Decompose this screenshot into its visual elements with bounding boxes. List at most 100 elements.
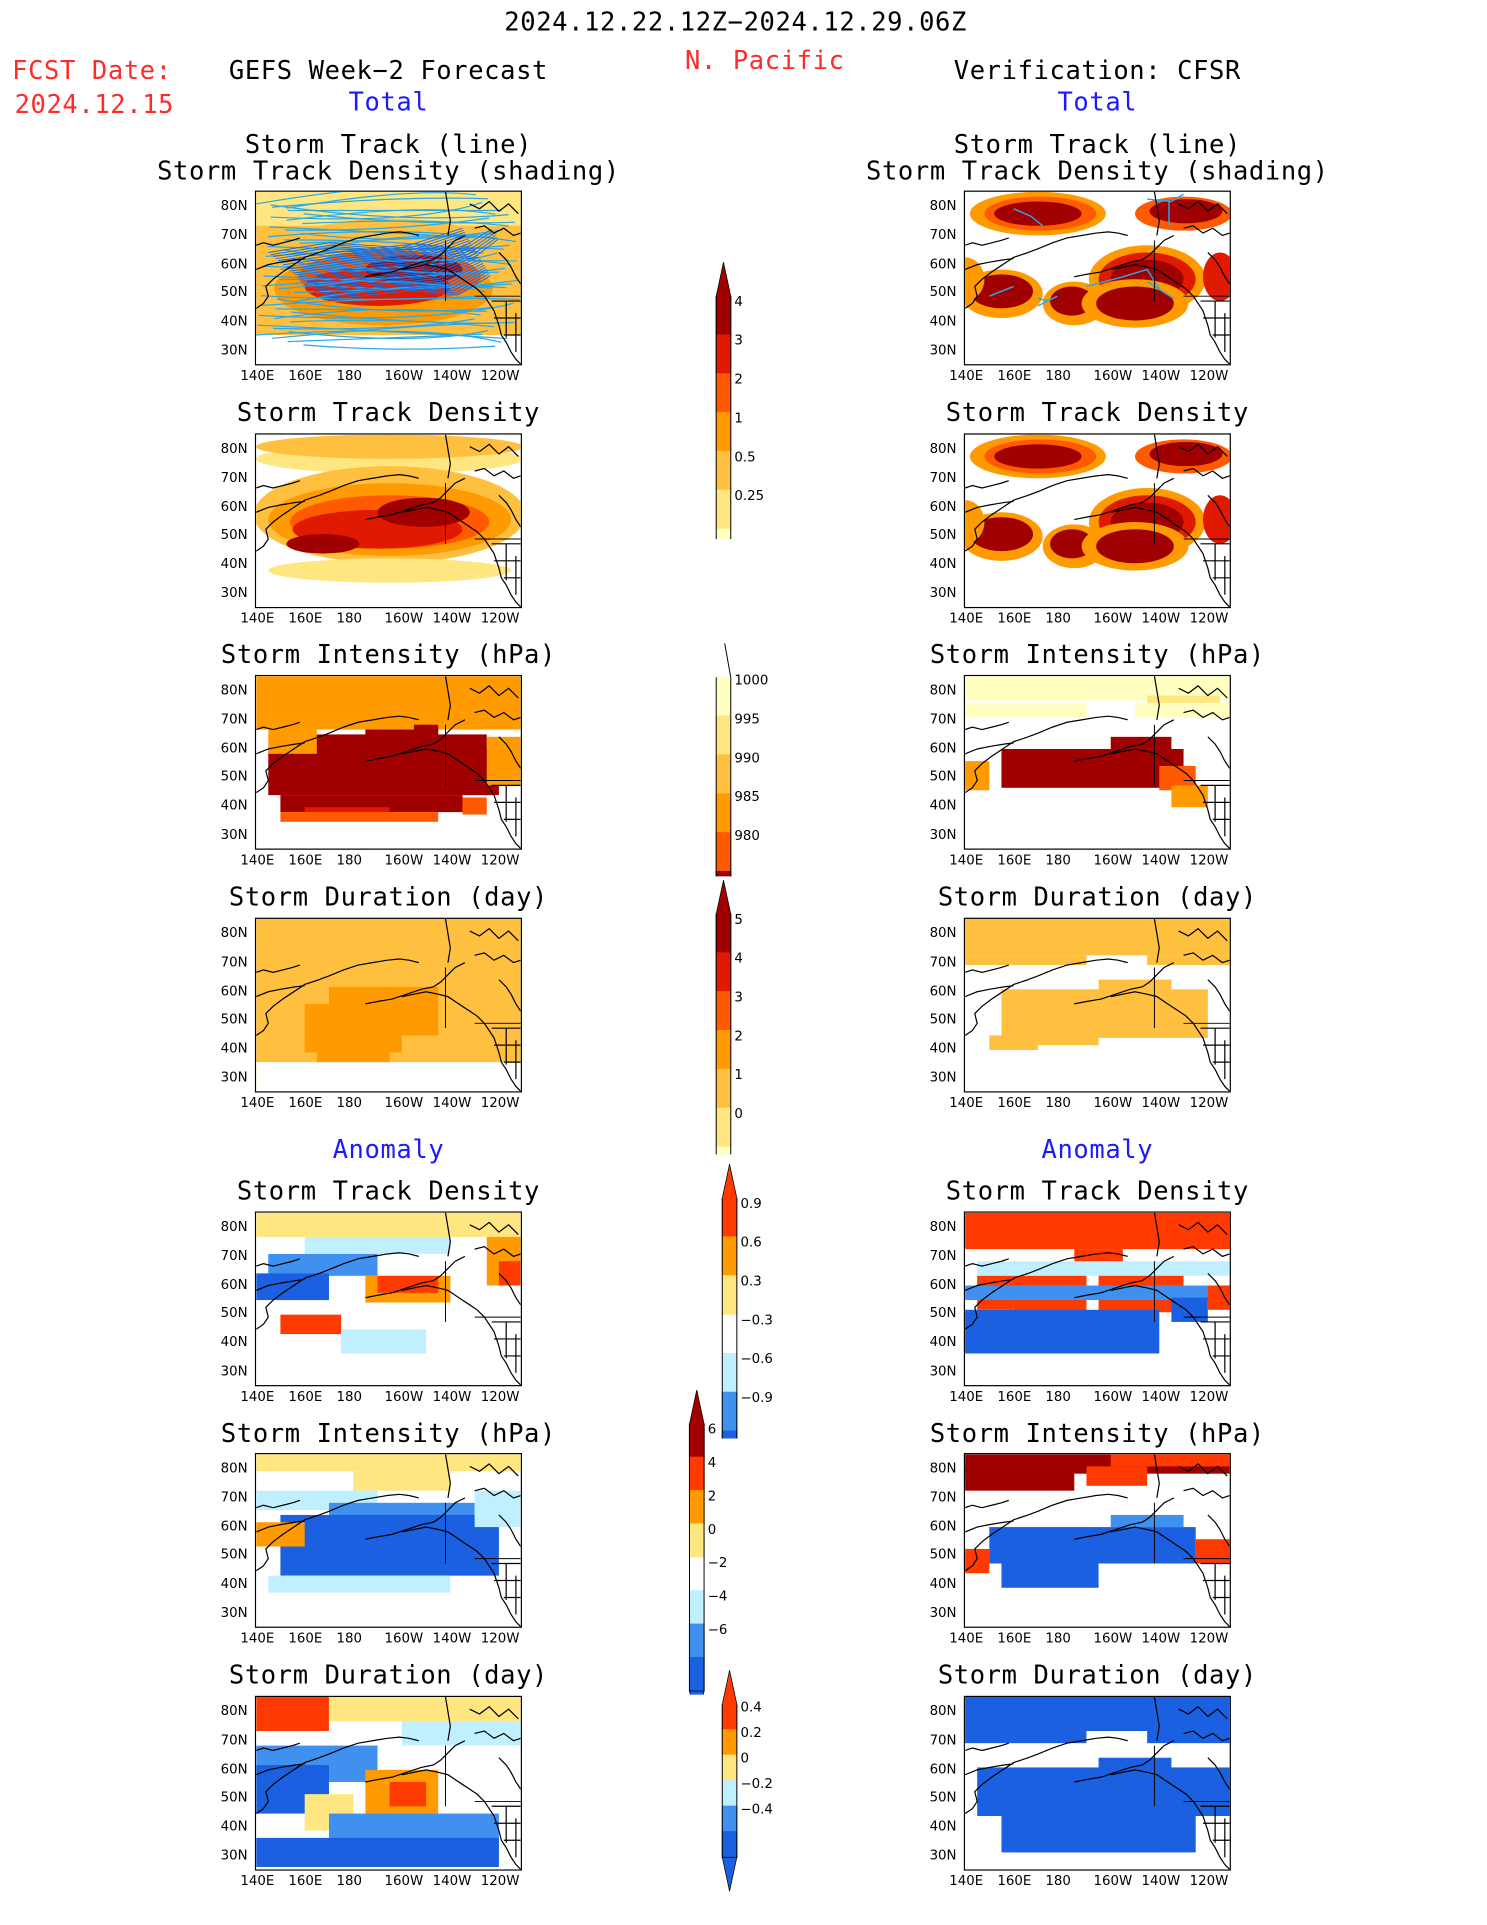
lon-tick-label: 120W (1189, 1388, 1229, 1405)
left-track-title-1: Storm Track (line) (244, 129, 533, 160)
lat-tick-label: 50N (929, 1789, 957, 1806)
colorbar-tick-label: 6 (708, 1423, 717, 1438)
lat-tick-label: 70N (929, 711, 957, 727)
right-intensity-title: Storm Intensity (hPa) (929, 639, 1265, 669)
lon-tick-label: 160E (288, 1630, 323, 1647)
colorbar-tick-label: 1000 (734, 674, 768, 689)
map-left-anom-intensity (254, 1453, 522, 1628)
lat-tick-label: 40N (929, 1575, 957, 1592)
lat-tick-label: 30N (220, 1363, 248, 1379)
lat-tick-label: 70N (929, 469, 957, 486)
lon-tick-label: 180 (336, 1094, 362, 1111)
lat-tick-label: 60N (220, 1760, 248, 1777)
lon-tick-label: 140W (1141, 1094, 1181, 1111)
lat-tick-label: 60N (220, 498, 248, 515)
region-title: N. Pacific (684, 46, 845, 76)
lon-tick-label: 140E (949, 1094, 984, 1111)
lat-tick-label: 50N (929, 768, 957, 785)
lat-tick-label: 70N (220, 1247, 248, 1264)
lat-tick-label: 60N (220, 1518, 248, 1534)
lon-tick-label: 180 (336, 1873, 362, 1889)
lon-tick-label: 180 (1045, 852, 1071, 868)
lat-tick-label: 60N (929, 739, 957, 756)
map-left-density (254, 433, 522, 609)
colorbar-tick-label: 0.4 (740, 1701, 761, 1716)
lat-tick-label: 60N (929, 982, 957, 999)
lat-tick-label: 70N (220, 953, 248, 970)
lon-tick-label: 160E (288, 1873, 323, 1889)
lon-tick-label: 160W (1093, 1873, 1133, 1889)
lon-tick-label: 180 (336, 367, 362, 384)
colorbar-intensity-total: 1000 995 990 985 980 (715, 643, 768, 877)
lon-tick-label: 160E (997, 852, 1032, 868)
lat-tick-label: 70N (929, 1489, 957, 1505)
left-anomaly-label: Anomaly (332, 1134, 445, 1165)
colorbar-tick-label: 0.6 (740, 1236, 761, 1251)
lon-tick-label: 140E (949, 1873, 984, 1889)
right-column-title: Verification: CFSR (953, 55, 1241, 85)
lon-tick-label: 140E (240, 610, 275, 627)
lon-tick-label: 160E (997, 1873, 1032, 1889)
lon-tick-label: 160W (384, 1873, 424, 1889)
lat-tick-label: 40N (929, 313, 957, 330)
colorbar-tick-label: 990 (734, 751, 759, 766)
lon-tick-label: 140E (240, 367, 275, 384)
lon-tick-label: 160W (1093, 852, 1133, 868)
lat-tick-label: 50N (929, 1305, 957, 1322)
lon-tick-label: 140E (949, 610, 984, 627)
lat-tick-label: 40N (929, 797, 957, 814)
colorbar-duration-total: 5 4 3 2 1 0 (715, 880, 743, 1155)
lon-tick-label: 160E (997, 1630, 1032, 1647)
right-total-label: Total (1057, 87, 1138, 117)
lat-tick-label: 40N (220, 797, 248, 814)
colorbar-tick-label: 3 (734, 334, 742, 349)
colorbar-tick-label: 0.3 (740, 1275, 761, 1290)
lat-tick-label: 40N (929, 1818, 957, 1835)
right-anom-intensity-title: Storm Intensity (hPa) (929, 1419, 1265, 1449)
lon-tick-label: 180 (1045, 610, 1071, 627)
lat-tick-label: 30N (220, 1604, 248, 1621)
map-left-intensity (254, 674, 522, 850)
lon-tick-label: 120W (480, 1873, 520, 1889)
map-left-anom-duration (254, 1695, 522, 1871)
fcst-date-label: FCST Date: (12, 55, 172, 85)
map-left-duration (254, 917, 522, 1093)
colorbar-tick-label: −4 (708, 1590, 728, 1605)
lon-tick-label: 160W (1093, 1388, 1133, 1405)
lon-tick-label: 120W (480, 1094, 520, 1111)
lat-tick-label: 80N (220, 1218, 248, 1235)
lon-tick-label: 140W (432, 1388, 472, 1405)
colorbar-tick-label: 1 (734, 1068, 742, 1083)
colorbar-tick-label: 0.5 (734, 450, 755, 465)
lat-tick-label: 50N (929, 527, 957, 544)
lon-tick-label: 120W (480, 367, 520, 384)
lat-tick-label: 40N (220, 313, 248, 330)
lat-tick-label: 50N (220, 1546, 248, 1563)
lat-tick-label: 60N (929, 255, 957, 272)
lon-tick-label: 160E (997, 1388, 1032, 1405)
left-total-label: Total (348, 87, 429, 117)
lon-tick-label: 140E (949, 1630, 984, 1647)
lat-tick-label: 80N (220, 197, 248, 214)
map-right-anom-density (963, 1211, 1231, 1387)
lon-tick-label: 160E (997, 1094, 1032, 1111)
lon-tick-label: 140E (240, 1388, 275, 1405)
lon-tick-label: 160W (1093, 1630, 1133, 1647)
lat-tick-label: 40N (220, 1575, 248, 1592)
left-anom-duration-title: Storm Duration (day) (228, 1660, 548, 1690)
lat-tick-label: 60N (220, 982, 248, 999)
lon-tick-label: 160E (288, 852, 323, 868)
lat-tick-label: 30N (220, 1847, 248, 1864)
lon-tick-label: 180 (336, 852, 362, 868)
lat-tick-label: 50N (929, 1011, 957, 1028)
lat-tick-label: 30N (220, 342, 248, 359)
lon-tick-label: 160W (1093, 1094, 1133, 1111)
lon-tick-label: 160W (384, 1630, 424, 1647)
lat-tick-label: 40N (220, 1334, 248, 1351)
lon-tick-label: 160E (997, 367, 1032, 384)
colorbar-tick-label: −0.6 (740, 1352, 772, 1367)
period-title: 2024.12.22.12Z−2024.12.29.06Z (504, 7, 967, 37)
colorbar-intensity-anomaly: 6 4 2 0 −2 −4 −6 (688, 1389, 728, 1695)
colorbar-density-total: 4 3 2 1 0.5 0.25 (715, 262, 764, 539)
